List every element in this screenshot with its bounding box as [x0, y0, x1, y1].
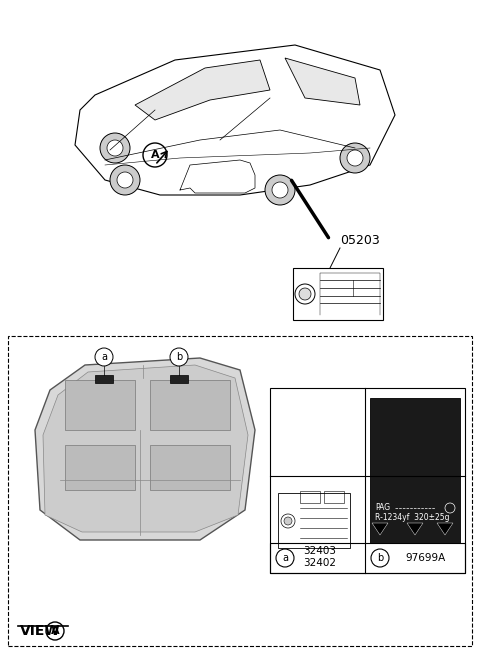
Circle shape: [276, 549, 294, 567]
Circle shape: [299, 288, 311, 300]
Polygon shape: [35, 358, 255, 540]
Bar: [300, 491, 320, 503]
Bar: [170, 375, 188, 383]
Bar: [65, 445, 135, 490]
Circle shape: [46, 622, 64, 640]
Text: 97699A: 97699A: [405, 553, 445, 563]
Circle shape: [265, 175, 295, 205]
Text: a: a: [282, 553, 288, 563]
Circle shape: [143, 143, 167, 167]
Text: R-1234yf  320±25g: R-1234yf 320±25g: [375, 514, 449, 522]
Polygon shape: [135, 60, 270, 120]
Bar: [95, 375, 113, 383]
Polygon shape: [75, 45, 395, 195]
Circle shape: [117, 172, 133, 188]
Polygon shape: [285, 58, 360, 105]
Bar: [324, 491, 344, 503]
Circle shape: [107, 140, 123, 156]
Polygon shape: [407, 523, 423, 535]
Bar: [370, 398, 460, 543]
Bar: [8, 336, 472, 646]
Text: 32402: 32402: [303, 558, 336, 568]
Text: PAG: PAG: [375, 503, 390, 512]
Circle shape: [95, 348, 113, 366]
Text: b: b: [377, 553, 383, 563]
Bar: [293, 268, 383, 320]
Text: A: A: [51, 626, 60, 636]
Text: 05203: 05203: [340, 233, 380, 246]
Polygon shape: [437, 523, 453, 535]
Bar: [270, 388, 465, 573]
Circle shape: [371, 549, 389, 567]
Bar: [278, 493, 350, 548]
Text: b: b: [176, 352, 182, 362]
Bar: [150, 445, 230, 490]
Polygon shape: [372, 523, 388, 535]
Text: a: a: [101, 352, 107, 362]
Circle shape: [100, 133, 130, 163]
Polygon shape: [43, 365, 248, 532]
Bar: [270, 543, 465, 573]
Bar: [150, 380, 230, 430]
Bar: [65, 380, 135, 430]
Circle shape: [295, 284, 315, 304]
Text: A: A: [151, 150, 159, 160]
Text: VIEW: VIEW: [20, 624, 60, 638]
Circle shape: [284, 517, 292, 525]
Text: 32403: 32403: [303, 546, 336, 556]
Circle shape: [272, 182, 288, 198]
Circle shape: [340, 143, 370, 173]
Circle shape: [347, 150, 363, 166]
Circle shape: [170, 348, 188, 366]
Circle shape: [110, 165, 140, 195]
Circle shape: [281, 514, 295, 528]
